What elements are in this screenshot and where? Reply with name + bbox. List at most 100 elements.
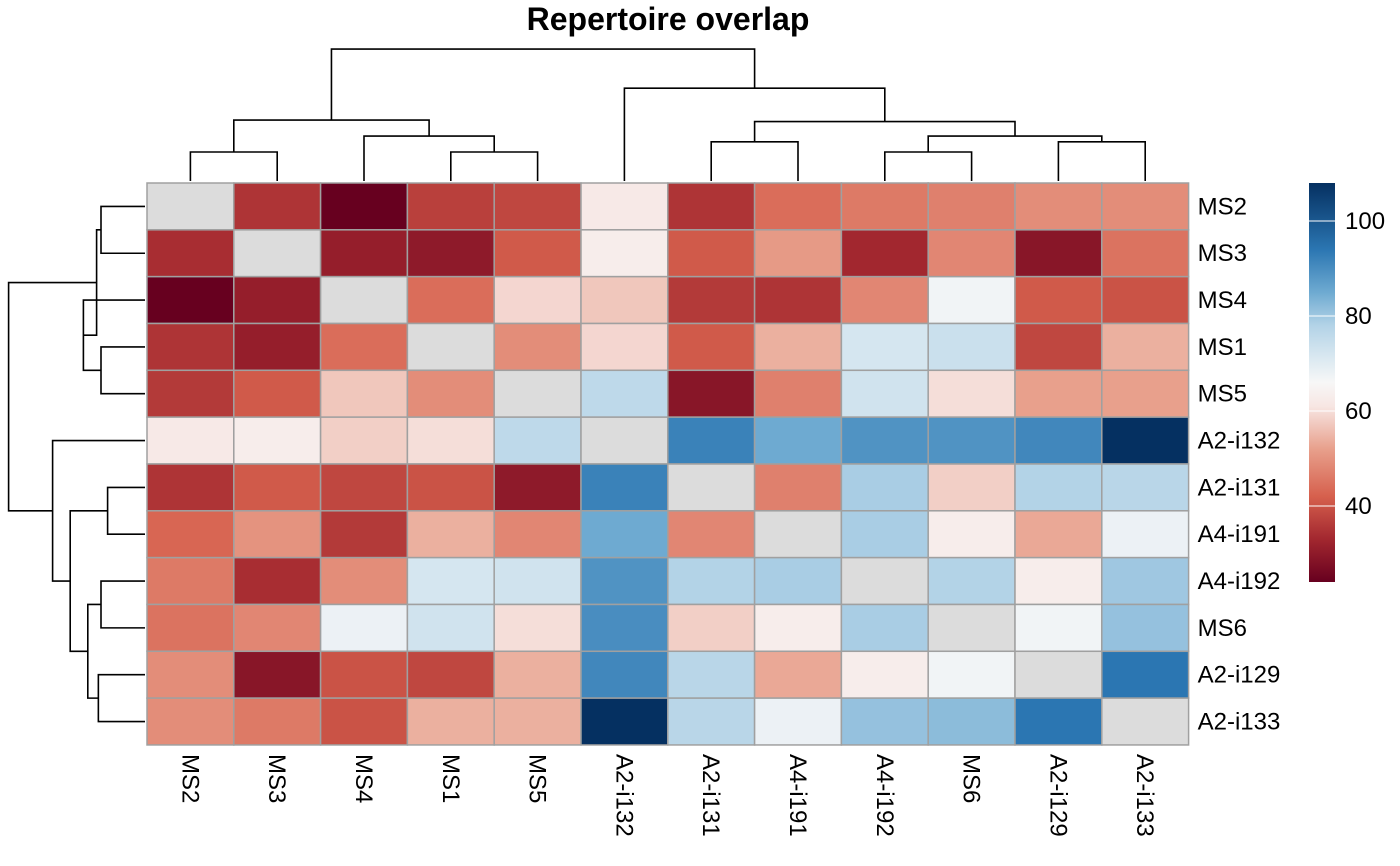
heatmap-cell — [319, 650, 409, 699]
heatmap-cell — [1101, 650, 1190, 699]
heatmap-cell — [667, 182, 756, 231]
legend-tick-label: 100 — [1345, 208, 1385, 235]
heatmap-cell — [406, 556, 495, 606]
dendrogram-branch — [753, 120, 1016, 142]
heatmap-cell — [319, 463, 409, 512]
heatmap-cell — [580, 416, 669, 465]
heatmap-cell — [667, 369, 756, 418]
heatmap-cell — [233, 275, 322, 325]
heatmap-cell — [1014, 275, 1103, 325]
column-label: MS6 — [958, 754, 985, 803]
row-label: A2-i133 — [1198, 709, 1281, 736]
heatmap-cell — [146, 556, 235, 606]
heatmap-cell — [1014, 229, 1103, 278]
heatmap-cell — [233, 369, 322, 418]
heatmap-cell — [580, 369, 669, 418]
heatmap-cell — [1101, 463, 1190, 512]
legend-tick-label: 60 — [1345, 398, 1372, 425]
row-label: MS2 — [1198, 193, 1247, 220]
column-label: A2-i132 — [610, 754, 637, 837]
heatmap-cell — [580, 603, 669, 653]
chart-title: Repertoire overlap — [527, 1, 810, 37]
heatmap-cell — [1101, 556, 1190, 606]
heatmap-cell — [406, 322, 495, 372]
heatmap-cell — [580, 650, 669, 699]
heatmap-cell — [146, 416, 235, 465]
heatmap-cell — [406, 182, 495, 231]
heatmap-cell — [146, 697, 235, 746]
column-label: MS2 — [176, 754, 203, 803]
heatmap-cell — [1014, 182, 1103, 231]
heatmap-cell — [406, 369, 495, 418]
heatmap-cell — [840, 416, 929, 465]
dendrogram-branch — [100, 205, 145, 255]
dendrogram-branch — [100, 346, 145, 395]
heatmap-cell — [1101, 369, 1190, 418]
row-label: A2-i131 — [1198, 474, 1281, 501]
heatmap-cell — [580, 510, 669, 559]
heatmap-cell — [927, 182, 1016, 231]
heatmap-cell — [580, 556, 669, 606]
row-label: MS1 — [1198, 334, 1247, 361]
row-label: A4-i192 — [1198, 568, 1281, 595]
heatmap-cell — [667, 697, 756, 746]
row-dendrogram — [7, 205, 145, 723]
heatmap-cell — [840, 369, 929, 418]
heatmap-cell — [493, 229, 582, 278]
dendrogram-branch — [7, 281, 97, 512]
row-labels: MS2 MS3 MS4 MS1 MS5 A2-i132 A2-i131 A4-i191 A4-i… — [1198, 193, 1281, 735]
heatmap-cell — [753, 463, 843, 512]
dendrogram-branch — [106, 486, 145, 536]
heatmap-cell — [319, 556, 409, 606]
heatmap-cell — [233, 556, 322, 606]
heatmap-cell — [840, 603, 929, 653]
dendrogram-branch — [97, 673, 145, 723]
heatmap-cell — [840, 182, 929, 231]
heatmap-cell — [146, 275, 235, 325]
heatmap-cell — [319, 369, 409, 418]
heatmap-cell — [580, 275, 669, 325]
heatmap-cell — [580, 697, 669, 746]
heatmap-cell — [667, 322, 756, 372]
heatmap-cell — [667, 650, 756, 699]
heatmap-cell — [1014, 369, 1103, 418]
color-legend: 40 60 80 100 — [1309, 183, 1385, 582]
heatmap-cell — [1101, 182, 1190, 231]
row-label: A4-i191 — [1198, 521, 1281, 548]
heatmap-cell — [406, 510, 495, 559]
heatmap-cell — [233, 322, 322, 372]
heatmap-cell — [1014, 416, 1103, 465]
heatmap-cell — [927, 650, 1016, 699]
heatmap-cell — [753, 510, 843, 559]
column-label: A2-i129 — [1044, 754, 1071, 837]
heatmap-cell — [1014, 322, 1103, 372]
legend-tick-label: 40 — [1345, 493, 1372, 520]
heatmap-cell — [493, 275, 582, 325]
heatmap-cell — [580, 182, 669, 231]
heatmap-cell — [1014, 556, 1103, 606]
heatmap-cell — [927, 369, 1016, 418]
heatmap-cell — [319, 322, 409, 372]
heatmap-cell — [233, 510, 322, 559]
heatmap-cell — [233, 229, 322, 278]
column-labels: MS2 MS3 MS4 MS1 MS5 A2-i132 A2-i131 A4-i191 A4-i… — [176, 754, 1158, 837]
heatmap-cell — [493, 322, 582, 372]
heatmap-cell — [667, 556, 756, 606]
heatmap-cell — [927, 275, 1016, 325]
heatmap-cell — [927, 229, 1016, 278]
heatmap-cell — [667, 463, 756, 512]
row-label: A2-i129 — [1198, 662, 1281, 689]
heatmap-cell — [406, 229, 495, 278]
heatmap-cell — [493, 650, 582, 699]
heatmap-cell — [233, 603, 322, 653]
heatmap-cell — [493, 463, 582, 512]
dendrogram-branch — [189, 151, 278, 181]
heatmap-cell — [927, 322, 1016, 372]
dendrogram-branch — [1057, 141, 1146, 181]
dendrogram-branch — [927, 135, 1103, 152]
heatmap-cell — [233, 463, 322, 512]
heatmap-cell — [493, 182, 582, 231]
heatmap-cell — [840, 650, 929, 699]
heatmap-cell — [840, 322, 929, 372]
